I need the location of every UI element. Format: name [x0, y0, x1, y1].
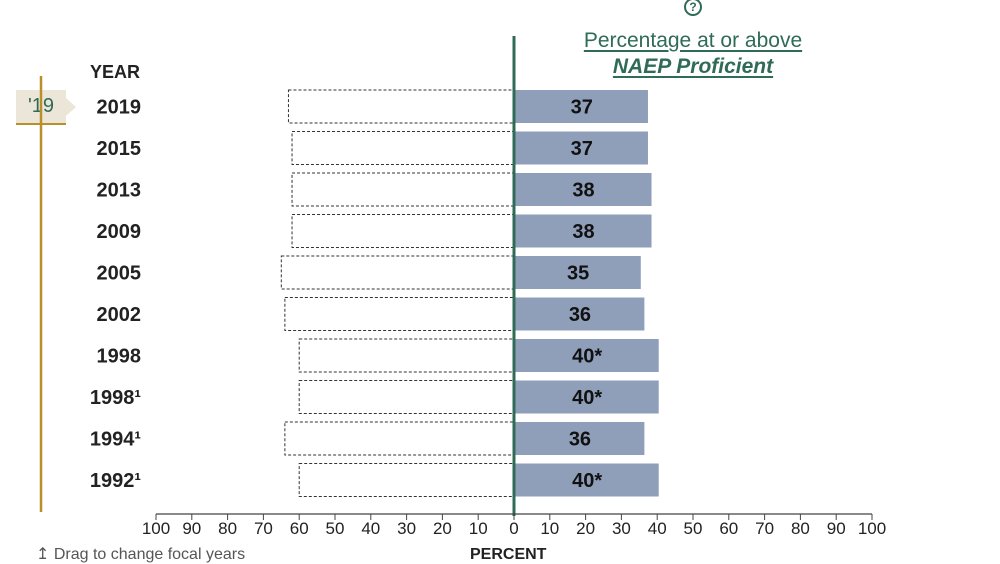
proficient-bar [515, 297, 645, 331]
below-proficient-bar [284, 421, 515, 456]
bar-value-label: 38 [572, 221, 594, 243]
proficient-bar [515, 339, 659, 372]
bar-value-label: 36 [569, 304, 591, 326]
bar-value-label: 37 [571, 97, 593, 119]
below-proficient-bar [298, 380, 515, 414]
proficient-bar [515, 131, 648, 165]
header-proficient-link[interactable]: NAEP Proficient [612, 55, 774, 78]
below-proficient-bar [291, 131, 515, 165]
x-tick-label: 40 [648, 519, 667, 538]
bar-value-label: 35 [567, 263, 589, 285]
year-label: 2019 [97, 97, 142, 119]
x-tick-label: 90 [827, 519, 846, 538]
x-tick-label: 20 [576, 519, 595, 538]
year-column-header: YEAR [90, 62, 141, 82]
bar-value-label: 40* [572, 470, 602, 492]
year-label: 1994¹ [90, 429, 141, 451]
year-label: 2015 [97, 138, 142, 160]
year-label: 2005 [97, 263, 142, 285]
bar-value-label: 38 [572, 180, 594, 202]
below-proficient-bar [280, 255, 515, 290]
bar-value-label: 36 [569, 429, 591, 451]
x-tick-label: 100 [858, 519, 886, 538]
below-proficient-bar [298, 338, 515, 373]
x-tick-label: 80 [218, 519, 237, 538]
proficient-bar [515, 214, 652, 248]
x-tick-label: 30 [397, 519, 416, 538]
proficient-bar [515, 380, 659, 414]
x-tick-label: 20 [433, 519, 452, 538]
proficient-bar [515, 463, 659, 497]
proficient-bar [515, 90, 648, 123]
year-label: 2002 [97, 304, 142, 326]
x-tick-label: 10 [469, 519, 488, 538]
x-tick-label: 70 [755, 519, 774, 538]
proficient-bar [515, 173, 652, 206]
bar-value-label: 40* [572, 346, 602, 368]
below-proficient-bar [284, 297, 515, 331]
year-label: 2013 [97, 180, 142, 202]
year-label: 2009 [97, 221, 142, 243]
x-tick-label: 60 [290, 519, 309, 538]
help-icon[interactable]: ? [684, 0, 702, 16]
proficient-bar [515, 422, 645, 455]
year-label: 1998¹ [90, 387, 141, 409]
below-proficient-bar [291, 214, 515, 248]
proficient-bar [515, 256, 641, 289]
below-proficient-bar [291, 172, 515, 207]
year-label: 1998 [97, 346, 142, 368]
header-percentage-label: Percentage at or above [583, 29, 803, 52]
x-tick-label: 70 [254, 519, 273, 538]
x-tick-label: 60 [719, 519, 738, 538]
below-proficient-bar [298, 463, 515, 497]
x-tick-label: 100 [142, 519, 170, 538]
x-tick-label: 50 [684, 519, 703, 538]
x-tick-label: 40 [361, 519, 380, 538]
year-label: 1992¹ [90, 470, 141, 492]
x-tick-label: 30 [612, 519, 631, 538]
bar-value-label: 40* [572, 387, 602, 409]
x-tick-label: 50 [326, 519, 345, 538]
x-tick-label: 10 [540, 519, 559, 538]
x-tick-label: 0 [509, 519, 518, 538]
x-tick-label: 90 [182, 519, 201, 538]
bar-value-label: 37 [571, 138, 593, 160]
x-tick-label: 80 [791, 519, 810, 538]
below-proficient-bar [287, 89, 515, 124]
